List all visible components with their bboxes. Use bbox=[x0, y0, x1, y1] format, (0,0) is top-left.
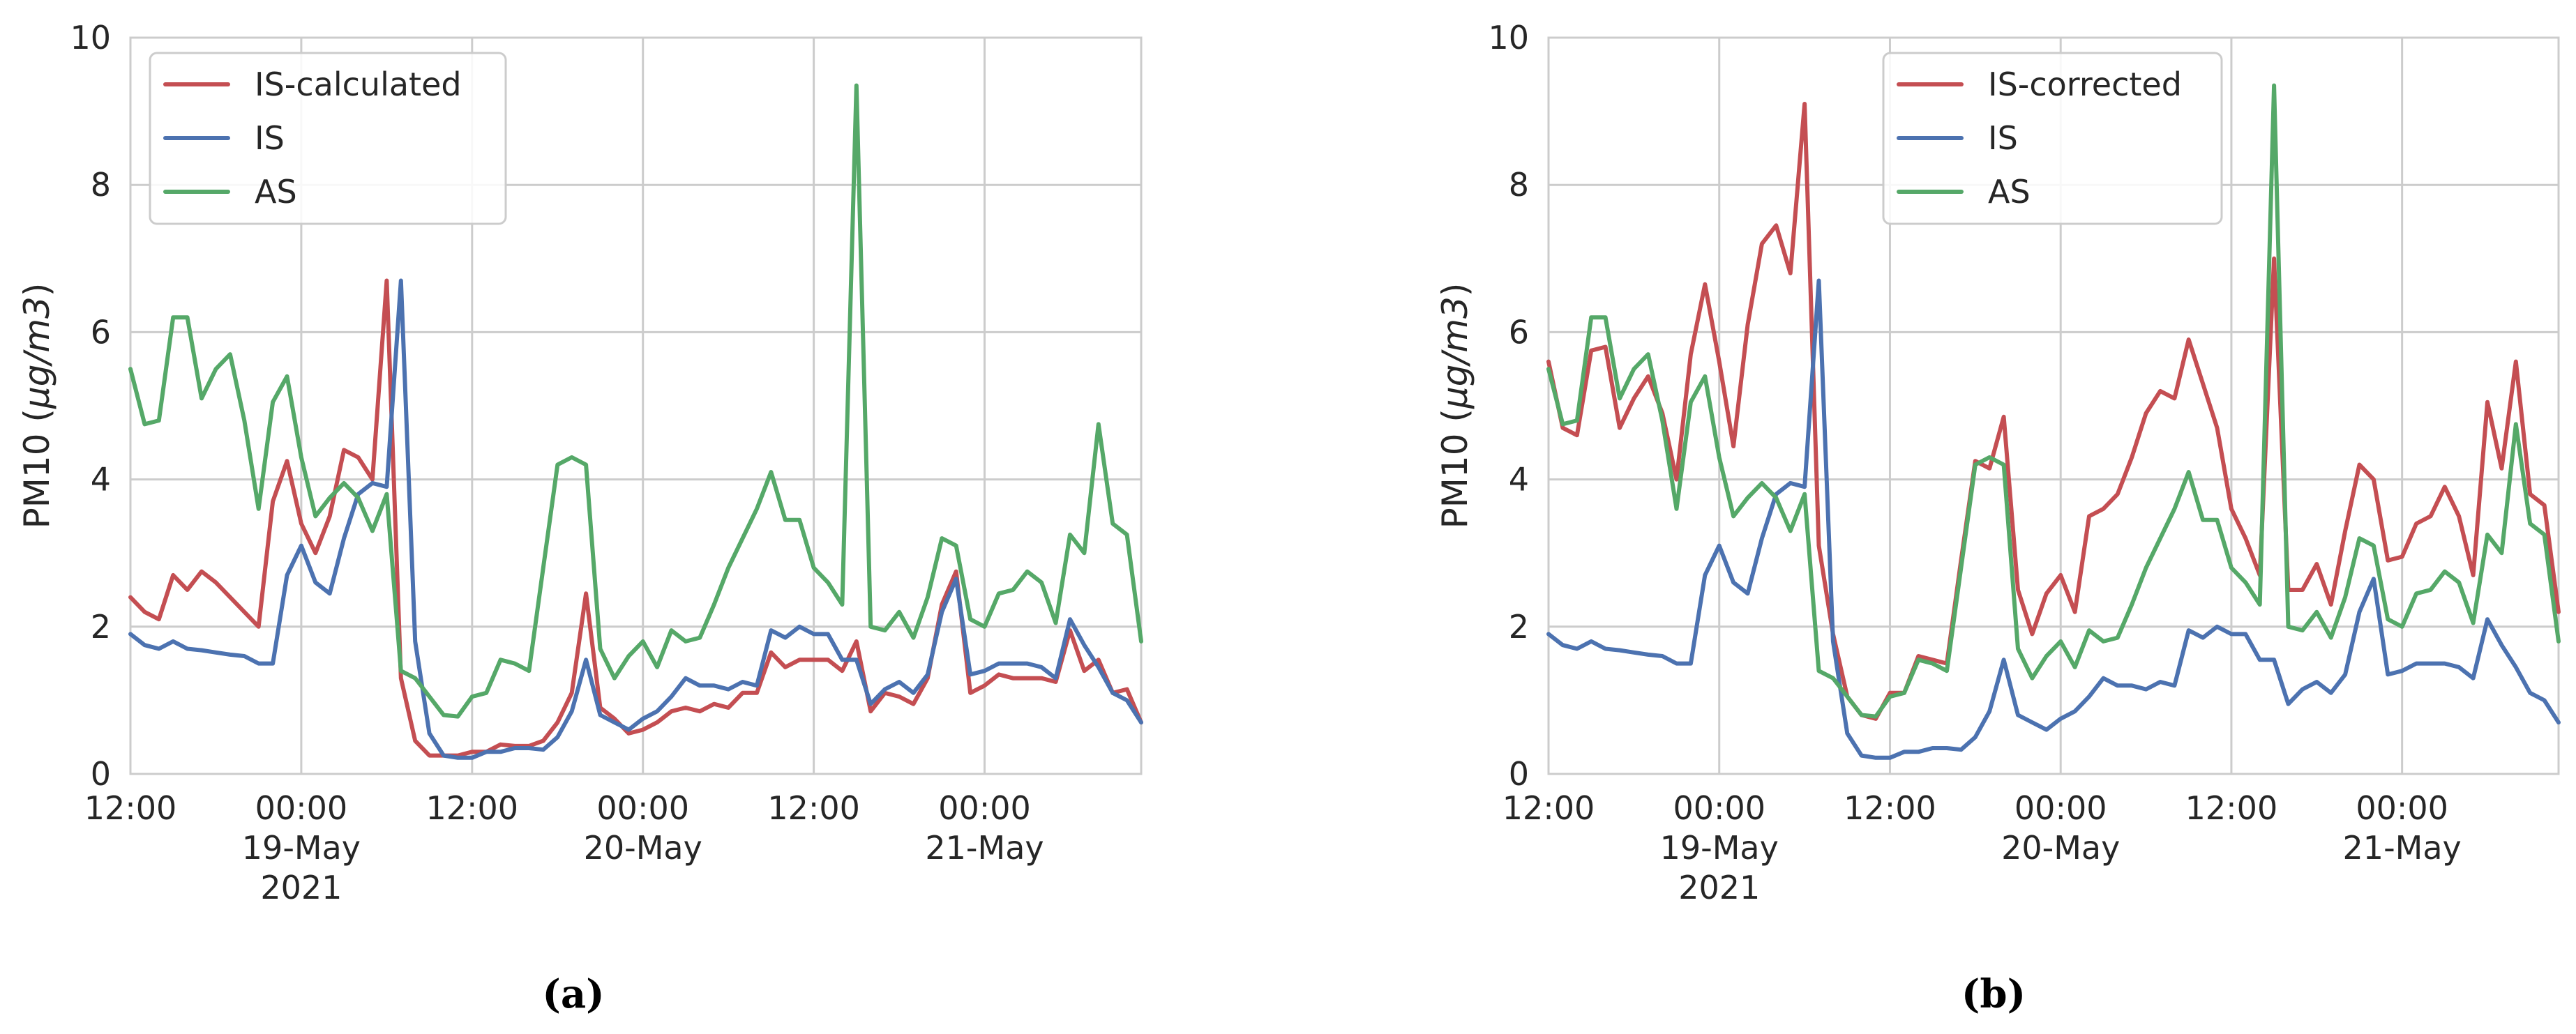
y-tick-label: 2 bbox=[1509, 608, 1529, 646]
legend-entry-label: AS bbox=[1988, 173, 2031, 211]
y-tick-label: 0 bbox=[1509, 755, 1529, 793]
legend-entry-label: IS-calculated bbox=[255, 66, 462, 103]
y-tick-label: 6 bbox=[1509, 313, 1529, 351]
y-tick-label: 10 bbox=[70, 19, 111, 56]
legend-entry-label: IS bbox=[255, 119, 285, 157]
x-tick-label: 21-May bbox=[925, 829, 1044, 867]
x-tick-label: 2021 bbox=[1678, 869, 1760, 906]
y-axis-label: PM10 (μg/m3) bbox=[1435, 283, 1475, 529]
legend-box bbox=[149, 52, 507, 225]
legend-entry-label: IS bbox=[1988, 119, 2018, 157]
x-tick-label: 19-May bbox=[242, 829, 361, 867]
y-axis-label-close: ) bbox=[1435, 283, 1475, 297]
legend-entry-label: AS bbox=[255, 173, 297, 211]
plot-frame bbox=[129, 36, 1143, 775]
y-axis-label-unit: μg/m3 bbox=[17, 296, 57, 409]
panel-caption: (a) bbox=[542, 971, 604, 1017]
x-tick-label: 12:00 bbox=[1844, 789, 1936, 827]
y-tick-label: 6 bbox=[91, 313, 111, 351]
x-tick-label: 00:00 bbox=[1673, 789, 1765, 827]
x-tick-label: 19-May bbox=[1660, 829, 1779, 867]
y-tick-label: 8 bbox=[1509, 166, 1529, 204]
y-tick-label: 2 bbox=[91, 608, 111, 646]
x-tick-label: 2021 bbox=[260, 869, 342, 906]
series-line-as bbox=[128, 83, 1143, 719]
y-axis-label-text: PM10 ( bbox=[17, 409, 57, 529]
x-tick-label: 00:00 bbox=[596, 789, 689, 827]
series-line-is bbox=[1546, 278, 2561, 760]
y-tick-label: 10 bbox=[1488, 19, 1529, 56]
x-tick-label: 00:00 bbox=[2014, 789, 2107, 827]
x-tick-label: 21-May bbox=[2343, 829, 2462, 867]
y-axis-label-close: ) bbox=[17, 283, 57, 297]
series-line-is bbox=[128, 278, 1143, 760]
x-tick-label: 12:00 bbox=[1502, 789, 1595, 827]
legend: IS-corrected IS AS bbox=[1882, 52, 2223, 225]
x-tick-label: 00:00 bbox=[938, 789, 1031, 827]
x-tick-label: 12:00 bbox=[84, 789, 177, 827]
y-axis-label-unit: μg/m3 bbox=[1435, 296, 1475, 409]
y-tick-label: 4 bbox=[91, 461, 111, 499]
y-tick-label: 4 bbox=[1509, 461, 1529, 499]
legend-entry-label: IS-corrected bbox=[1988, 66, 2182, 103]
x-tick-label: 00:00 bbox=[255, 789, 348, 827]
x-tick-label: 00:00 bbox=[2356, 789, 2448, 827]
series-line-is-calculated bbox=[128, 278, 1143, 758]
legend-box bbox=[1882, 52, 2223, 225]
legend: IS-calculated IS AS bbox=[149, 52, 507, 225]
y-tick-label: 0 bbox=[91, 755, 111, 793]
x-tick-label: 12:00 bbox=[2185, 789, 2278, 827]
series-line-as bbox=[1546, 83, 2561, 719]
x-tick-label: 20-May bbox=[2001, 829, 2120, 867]
x-tick-label: 12:00 bbox=[426, 789, 519, 827]
y-tick-label: 8 bbox=[91, 166, 111, 204]
series-line-is-corrected bbox=[1546, 102, 2561, 721]
panel-caption: (b) bbox=[1961, 971, 2026, 1017]
y-axis-label: PM10 (μg/m3) bbox=[17, 283, 57, 529]
y-axis-label-text: PM10 ( bbox=[1435, 409, 1475, 529]
x-tick-label: 12:00 bbox=[767, 789, 860, 827]
x-tick-label: 20-May bbox=[584, 829, 702, 867]
plot-frame bbox=[1547, 36, 2560, 775]
